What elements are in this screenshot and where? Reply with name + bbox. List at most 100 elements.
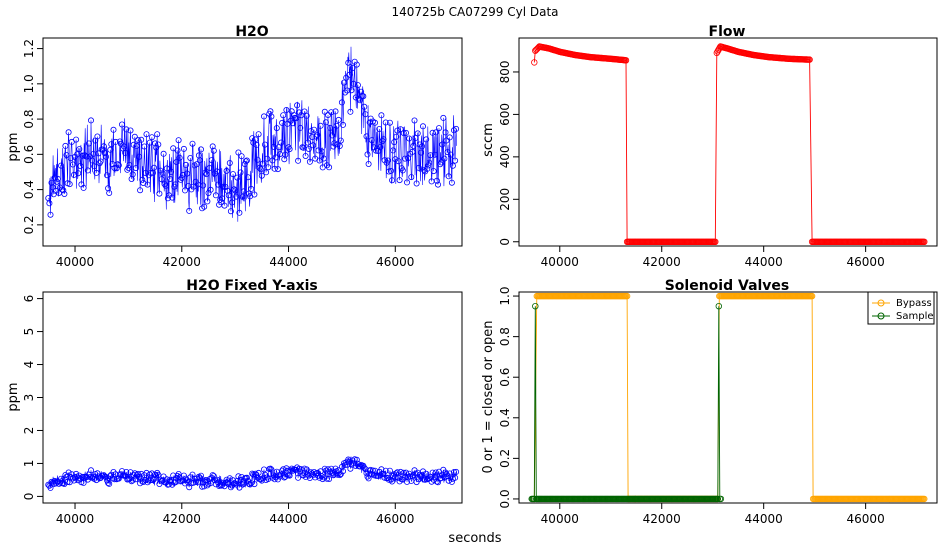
flow-y-tick-label: 0: [498, 238, 512, 246]
h2o-data-point: [211, 170, 218, 177]
h2o-data-point: [73, 136, 80, 143]
h2o-data-point: [111, 164, 118, 171]
h2o-fixed-data-point: [155, 471, 162, 478]
h2o-fixed-data-point: [249, 470, 256, 477]
flow-title: Flow: [709, 24, 746, 40]
h2o-data-point: [132, 165, 139, 172]
h2o-data-point: [307, 128, 314, 135]
h2o-data-point: [126, 161, 133, 168]
h2o-data-point: [106, 189, 113, 196]
h2o-data-point: [226, 159, 233, 166]
h2o-data-point: [94, 133, 101, 140]
h2o-fixed-data-point: [197, 472, 204, 479]
h2o-fixed-y-tick-label: 0: [22, 493, 36, 501]
h2o-data-point: [115, 162, 122, 169]
h2o-data-point: [139, 176, 146, 183]
h2o-data-point: [221, 202, 228, 209]
flow-y-tick-label: 800: [498, 61, 512, 84]
h2o-data-point: [315, 147, 322, 154]
h2o-fixed-data-point: [448, 478, 455, 485]
h2o-fixed-data-point: [295, 474, 302, 481]
h2o-data-point: [201, 203, 208, 210]
flow-x-tick-label: 46000: [847, 255, 885, 269]
h2o-data-point: [380, 136, 387, 143]
h2o-data-point: [304, 139, 311, 146]
h2o-data-point: [327, 124, 334, 131]
h2o-data-point: [122, 149, 129, 156]
h2o-data-point: [182, 161, 189, 168]
h2o-data-point: [84, 167, 91, 174]
h2o-data-point: [364, 151, 371, 158]
h2o-data-point: [349, 65, 356, 72]
h2o-fixed-data-point: [47, 484, 54, 491]
h2o-data-point: [350, 80, 357, 87]
h2o-data-point: [204, 198, 211, 205]
h2o-data-point: [432, 129, 439, 136]
h2o-data-point: [133, 142, 140, 149]
h2o-data-point: [219, 195, 226, 202]
h2o-fixed-data-point: [251, 481, 258, 488]
h2o-data-point: [209, 143, 216, 150]
h2o-fixed-data-layer: [45, 456, 460, 491]
sample-data-point: [714, 495, 721, 503]
sample-data-point: [717, 495, 725, 503]
h2o-data-point: [260, 113, 267, 120]
h2o-fixed-data-point: [403, 478, 410, 485]
flow-data-point: [714, 48, 721, 55]
h2o-data-point: [342, 89, 349, 96]
flow-panel: Flow sccm 40000 42000 44000 46000 0 200 400 600…: [481, 24, 938, 269]
h2o-fixed-data-point: [157, 476, 164, 483]
h2o-fixed-data-point: [233, 481, 240, 488]
figure-x-axis-label: seconds: [448, 531, 501, 546]
h2o-data-point: [264, 155, 271, 162]
h2o-data-point: [193, 161, 200, 168]
h2o-data-point: [295, 157, 302, 164]
h2o-data-point: [263, 169, 270, 176]
h2o-data-point: [320, 155, 327, 162]
h2o-data-point: [423, 136, 430, 143]
h2o-data-point: [228, 199, 235, 206]
h2o-data-point: [290, 112, 297, 119]
h2o-data-point: [95, 150, 102, 157]
h2o-data-point: [206, 164, 213, 171]
h2o-data-point: [89, 157, 96, 164]
solenoid-y-tick-label: 0.0: [498, 489, 512, 508]
flow-x-tick-label: 42000: [643, 255, 681, 269]
h2o-data-point: [97, 158, 104, 165]
h2o-data-point: [46, 200, 53, 207]
legend-bypass-marker: [877, 299, 885, 307]
h2o-data-point: [249, 135, 256, 142]
h2o-data-point: [392, 156, 399, 163]
h2o-data-point: [310, 142, 317, 149]
h2o-data-point: [99, 146, 106, 153]
h2o-data-point: [161, 181, 168, 188]
h2o-fixed-data-point: [73, 470, 80, 477]
bypass-data-point: [921, 495, 928, 503]
h2o-data-point: [452, 157, 459, 164]
h2o-data-point: [154, 131, 161, 138]
h2o-data-point: [53, 178, 60, 185]
bypass-series-line: [533, 295, 925, 500]
h2o-fixed-data-point: [71, 477, 78, 484]
h2o-data-point: [448, 179, 455, 186]
h2o-fixed-data-point: [332, 465, 339, 472]
h2o-data-point: [123, 126, 130, 133]
h2o-fixed-y-tick-label: 1: [22, 460, 36, 468]
h2o-fixed-x-tick-label: 44000: [269, 512, 307, 526]
h2o-fixed-title: H2O Fixed Y-axis: [186, 278, 318, 294]
flow-x-tick-label: 44000: [745, 255, 783, 269]
h2o-fixed-data-point: [314, 469, 321, 476]
h2o-data-point: [438, 159, 445, 166]
h2o-data-point: [442, 129, 449, 136]
h2o-fixed-data-point: [204, 482, 211, 489]
h2o-data-point: [303, 112, 310, 119]
h2o-data-point: [223, 167, 230, 174]
h2o-data-point: [184, 170, 191, 177]
h2o-fixed-data-point: [323, 475, 330, 482]
h2o-fixed-data-point: [129, 477, 136, 484]
h2o-data-point: [148, 134, 155, 141]
h2o-data-point: [426, 159, 433, 166]
h2o-fixed-data-point: [334, 471, 341, 478]
h2o-fixed-data-point: [80, 479, 87, 486]
h2o-data-point: [210, 147, 217, 154]
